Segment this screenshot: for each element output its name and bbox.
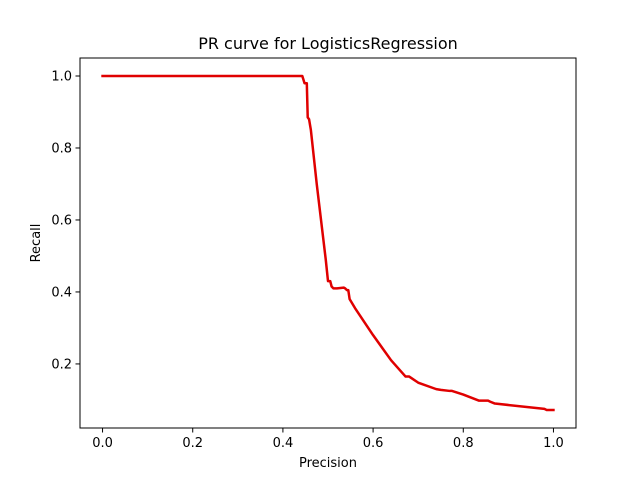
y-axis: 0.2 0.4 0.6 0.8 1.0 <box>51 69 80 372</box>
plot-content <box>101 74 555 412</box>
y-tick-label: 0.8 <box>51 141 72 156</box>
y-axis-label: Recall <box>29 224 44 263</box>
x-tick-label: 0.4 <box>273 436 294 451</box>
y-tick-label: 0.4 <box>51 285 72 300</box>
x-axis: 0.0 0.2 0.4 0.6 0.8 1.0 <box>92 428 564 451</box>
y-tick-label: 1.0 <box>51 69 72 84</box>
pr-curve-line <box>101 74 555 412</box>
chart-title: PR curve for LogisticsRegression <box>198 34 458 53</box>
x-tick-label: 0.8 <box>453 436 474 451</box>
x-tick-label: 0.0 <box>92 436 113 451</box>
x-tick-label: 1.0 <box>543 436 564 451</box>
y-tick-label: 0.2 <box>51 357 72 372</box>
y-tick-label: 0.6 <box>51 213 72 228</box>
plot-area-frame <box>79 57 577 429</box>
x-tick-label: 0.6 <box>363 436 384 451</box>
x-axis-label: Precision <box>299 456 357 471</box>
x-tick-label: 0.2 <box>182 436 203 451</box>
